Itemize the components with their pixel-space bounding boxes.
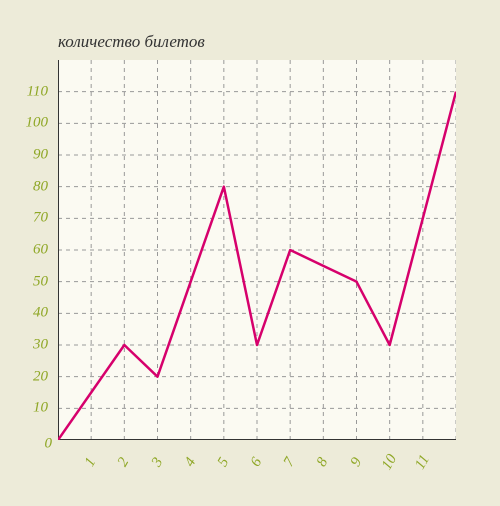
y-tick-label: 70 — [33, 210, 48, 227]
x-tick-label: 3 — [148, 455, 166, 470]
x-tick-label: 10 — [379, 452, 401, 473]
x-tick-label: 5 — [215, 455, 233, 470]
y-tick-label: 20 — [33, 368, 48, 385]
x-tick-label: 9 — [347, 455, 365, 470]
y-tick-label: 80 — [33, 178, 48, 195]
y-tick-label: 10 — [33, 400, 48, 417]
y-tick-label: 100 — [26, 115, 49, 132]
x-tick-label: 6 — [248, 455, 266, 470]
x-tick-label: 2 — [115, 455, 133, 470]
origin-label: 0 — [45, 436, 53, 453]
x-tick-label: 1 — [82, 455, 100, 470]
chart-plot-area — [58, 60, 456, 440]
y-tick-label: 90 — [33, 147, 48, 164]
x-tick-label: 4 — [181, 455, 199, 470]
y-tick-label: 40 — [33, 305, 48, 322]
chart-svg — [58, 60, 456, 440]
x-tick-label: 7 — [281, 455, 299, 470]
x-tick-label: 11 — [412, 452, 434, 473]
y-axis-labels: 1020304050607080901001100 — [0, 60, 54, 440]
y-tick-label: 50 — [33, 273, 48, 290]
x-axis-labels: 1234 56789 10 11 — [58, 444, 456, 484]
chart-title: количество билетов — [58, 32, 205, 52]
x-tick-label: 8 — [314, 455, 332, 470]
y-tick-label: 110 — [27, 83, 48, 100]
y-tick-label: 30 — [33, 337, 48, 354]
y-tick-label: 60 — [33, 242, 48, 259]
